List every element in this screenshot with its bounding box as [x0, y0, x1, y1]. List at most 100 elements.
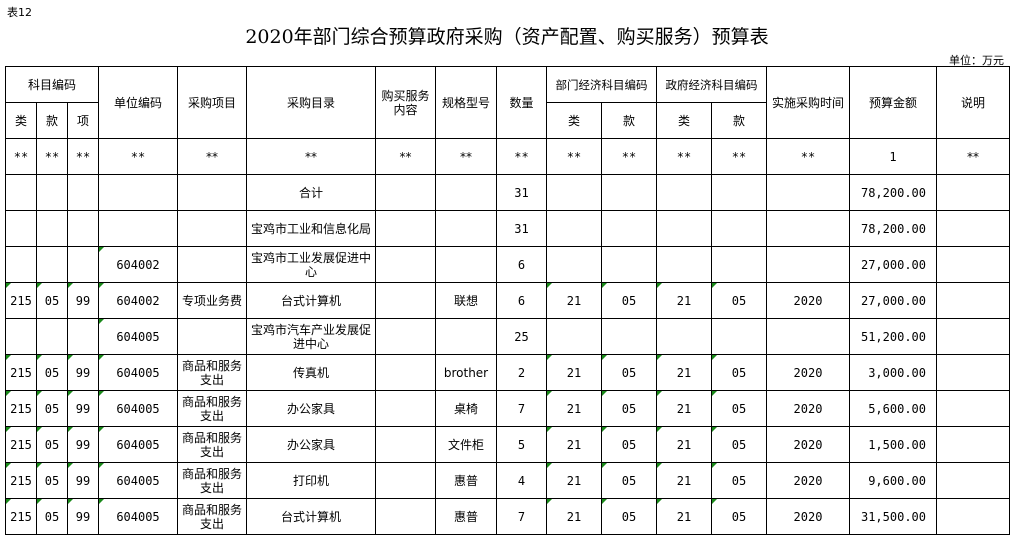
cell[interactable]: 联想 — [435, 282, 497, 319]
cell[interactable]: 5,600.00 — [849, 390, 937, 427]
cell[interactable] — [601, 174, 657, 211]
cell[interactable]: 4 — [496, 462, 547, 499]
cell[interactable] — [711, 210, 767, 247]
cell[interactable] — [711, 318, 767, 355]
cell[interactable]: 2020 — [766, 498, 850, 535]
cell[interactable]: 2020 — [766, 390, 850, 427]
cell[interactable] — [936, 174, 1010, 211]
cell[interactable]: ** — [435, 138, 497, 175]
cell[interactable]: 31,500.00 — [849, 498, 937, 535]
cell[interactable]: 21 — [656, 498, 712, 535]
cell[interactable] — [435, 174, 497, 211]
cell[interactable] — [5, 210, 37, 247]
cell[interactable] — [177, 210, 247, 247]
cell[interactable] — [656, 210, 712, 247]
cell[interactable]: 宝鸡市工业发展促进中心 — [246, 246, 376, 283]
cell[interactable]: 05 — [601, 390, 657, 427]
cell[interactable]: 604005 — [98, 462, 178, 499]
cell[interactable]: 21 — [546, 354, 602, 391]
cell[interactable]: ** — [711, 138, 767, 175]
cell[interactable] — [177, 318, 247, 355]
cell[interactable] — [435, 210, 497, 247]
cell[interactable]: ** — [36, 138, 68, 175]
cell[interactable]: 惠普 — [435, 498, 497, 535]
cell[interactable]: 05 — [601, 498, 657, 535]
cell[interactable]: ** — [546, 138, 602, 175]
cell[interactable]: 05 — [36, 282, 68, 319]
cell[interactable]: 21 — [546, 390, 602, 427]
cell[interactable]: 惠普 — [435, 462, 497, 499]
cell[interactable] — [375, 318, 436, 355]
cell[interactable] — [375, 354, 436, 391]
cell[interactable]: 99 — [67, 498, 99, 535]
cell[interactable] — [711, 174, 767, 211]
cell[interactable]: 05 — [601, 354, 657, 391]
cell[interactable]: 办公家具 — [246, 426, 376, 463]
cell[interactable]: 商品和服务支出 — [177, 462, 247, 499]
cell[interactable]: ** — [67, 138, 99, 175]
cell[interactable]: 604005 — [98, 390, 178, 427]
cell[interactable]: ** — [98, 138, 178, 175]
cell[interactable]: ** — [601, 138, 657, 175]
cell[interactable]: 3,000.00 — [849, 354, 937, 391]
cell[interactable]: 05 — [36, 354, 68, 391]
cell[interactable]: 05 — [711, 354, 767, 391]
cell[interactable]: 台式计算机 — [246, 282, 376, 319]
cell[interactable]: 7 — [496, 498, 547, 535]
cell[interactable]: 604002 — [98, 246, 178, 283]
cell[interactable]: 6 — [496, 246, 547, 283]
cell[interactable] — [375, 426, 436, 463]
cell[interactable] — [656, 246, 712, 283]
cell[interactable]: 604005 — [98, 498, 178, 535]
cell[interactable] — [375, 282, 436, 319]
cell[interactable]: 78,200.00 — [849, 210, 937, 247]
cell[interactable] — [766, 174, 850, 211]
cell[interactable]: 21 — [656, 282, 712, 319]
cell[interactable]: 打印机 — [246, 462, 376, 499]
cell[interactable] — [546, 174, 602, 211]
cell[interactable] — [67, 246, 99, 283]
cell[interactable] — [67, 318, 99, 355]
cell[interactable]: 2 — [496, 354, 547, 391]
cell[interactable]: 31 — [496, 210, 547, 247]
cell[interactable] — [375, 174, 436, 211]
cell[interactable] — [766, 210, 850, 247]
cell[interactable] — [5, 318, 37, 355]
cell[interactable] — [98, 174, 178, 211]
cell[interactable]: 21 — [656, 390, 712, 427]
cell[interactable]: 05 — [711, 426, 767, 463]
cell[interactable]: 6 — [496, 282, 547, 319]
cell[interactable] — [601, 318, 657, 355]
cell[interactable] — [98, 210, 178, 247]
cell[interactable]: 台式计算机 — [246, 498, 376, 535]
cell[interactable]: 2020 — [766, 462, 850, 499]
cell[interactable] — [936, 354, 1010, 391]
cell[interactable]: brother — [435, 354, 497, 391]
cell[interactable]: 604002 — [98, 282, 178, 319]
cell[interactable]: ** — [246, 138, 376, 175]
cell[interactable]: 25 — [496, 318, 547, 355]
cell[interactable]: 99 — [67, 390, 99, 427]
cell[interactable] — [766, 246, 850, 283]
cell[interactable]: 05 — [711, 390, 767, 427]
cell[interactable]: 合计 — [246, 174, 376, 211]
cell[interactable]: ** — [177, 138, 247, 175]
cell[interactable]: 商品和服务支出 — [177, 354, 247, 391]
cell[interactable] — [5, 174, 37, 211]
cell[interactable] — [375, 498, 436, 535]
cell[interactable] — [36, 174, 68, 211]
cell[interactable] — [936, 426, 1010, 463]
cell[interactable]: 宝鸡市工业和信息化局 — [246, 210, 376, 247]
cell[interactable]: 7 — [496, 390, 547, 427]
cell[interactable] — [5, 246, 37, 283]
cell[interactable]: 办公家具 — [246, 390, 376, 427]
cell[interactable]: 05 — [601, 462, 657, 499]
cell[interactable]: 51,200.00 — [849, 318, 937, 355]
cell[interactable] — [375, 390, 436, 427]
cell[interactable] — [435, 318, 497, 355]
cell[interactable]: 99 — [67, 354, 99, 391]
cell[interactable]: ** — [5, 138, 37, 175]
cell[interactable] — [546, 246, 602, 283]
cell[interactable]: 商品和服务支出 — [177, 426, 247, 463]
cell[interactable]: 05 — [36, 390, 68, 427]
